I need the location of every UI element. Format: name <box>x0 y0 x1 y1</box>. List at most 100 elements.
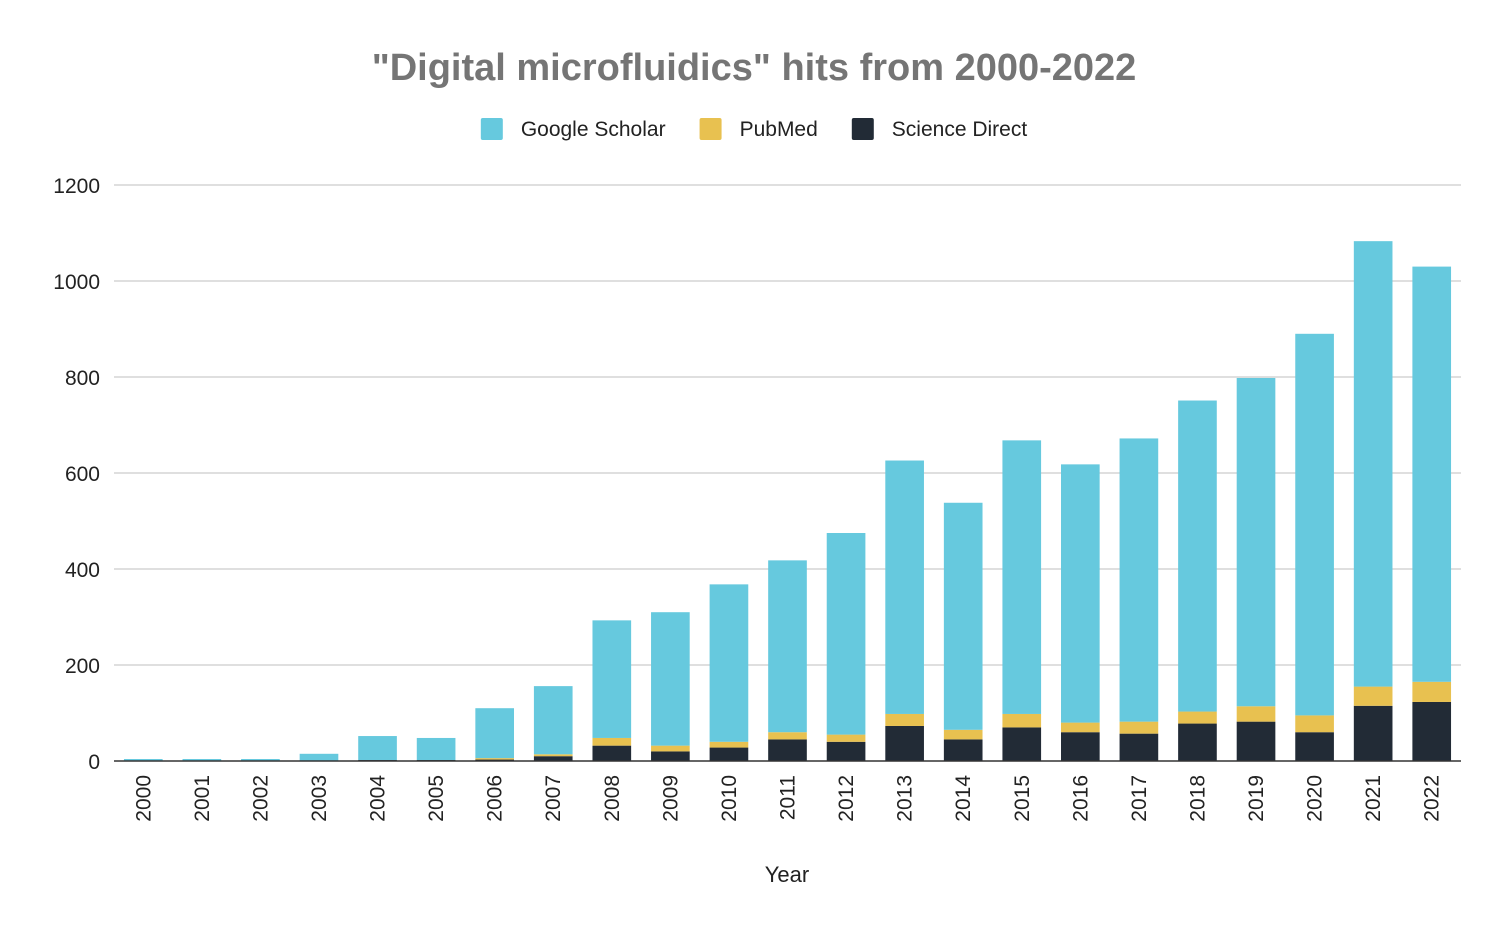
bar-science-direct-2011 <box>768 739 807 761</box>
bar-pubmed-2020 <box>1295 715 1334 733</box>
bar-stack-2004 <box>358 736 397 761</box>
x-tick-label: 2017 <box>1128 775 1151 822</box>
bar-google-scholar-2006 <box>475 708 515 759</box>
x-tick-label: 2011 <box>777 775 800 820</box>
y-tick-label: 400 <box>65 559 100 582</box>
bar-stack-2007 <box>533 686 573 761</box>
bar-pubmed-2007 <box>533 754 573 757</box>
bar-google-scholar-2017 <box>1119 438 1159 722</box>
bar-pubmed-2019 <box>1236 706 1276 722</box>
bar-science-direct-2007 <box>533 756 573 761</box>
x-axis-ticks: 2000 2001 2002 2003 2004 2005 2006 2007 2008 2009… <box>132 775 1443 822</box>
x-tick-label: 2013 <box>894 775 917 822</box>
bar-pubmed-2016 <box>1060 722 1100 733</box>
x-tick-label: 2021 <box>1362 775 1385 822</box>
legend-label: Google Scholar <box>521 118 666 141</box>
bar-science-direct-2008 <box>592 745 632 761</box>
legend-swatch <box>480 118 503 140</box>
bar-google-scholar-2014 <box>943 502 983 730</box>
bar-google-scholar-2019 <box>1236 377 1276 707</box>
bar-pubmed-2022 <box>1412 681 1452 702</box>
x-tick-label: 2005 <box>425 775 448 822</box>
x-tick-label: 2008 <box>601 775 624 822</box>
bar-stack-2003 <box>299 753 339 761</box>
x-tick-label: 2001 <box>191 775 214 822</box>
bar-pubmed-2010 <box>709 741 749 748</box>
bar-stack-2018 <box>1178 400 1217 761</box>
legend-swatch <box>851 118 874 140</box>
bar-google-scholar-2008 <box>592 620 632 738</box>
bar-google-scholar-2018 <box>1178 400 1217 712</box>
bar-pubmed-2008 <box>592 737 632 746</box>
bar-pubmed-2017 <box>1119 721 1159 734</box>
bar-google-scholar-2015 <box>1002 440 1042 714</box>
x-tick-label: 2000 <box>132 775 155 822</box>
bar-science-direct-2016 <box>1060 732 1100 761</box>
x-tick-label: 2010 <box>718 775 741 822</box>
bar-science-direct-2012 <box>826 741 866 761</box>
bar-stack-2016 <box>1060 464 1100 761</box>
bar-stack-2021 <box>1353 241 1393 761</box>
bar-google-scholar-2013 <box>885 460 924 714</box>
bar-stack-2011 <box>768 560 807 761</box>
x-tick-label: 2014 <box>952 775 975 822</box>
bar-science-direct-2009 <box>651 751 690 761</box>
bar-stack-2014 <box>943 502 983 761</box>
bar-pubmed-2018 <box>1178 711 1217 724</box>
x-tick-label: 2016 <box>1069 775 1092 822</box>
bar-google-scholar-2009 <box>651 612 690 746</box>
x-tick-label: 2015 <box>1011 775 1034 822</box>
bar-google-scholar-2010 <box>709 584 749 742</box>
legend-item-pubmed: PubMed <box>699 118 818 141</box>
bar-google-scholar-2011 <box>768 560 807 733</box>
legend: Google Scholar PubMed Science Direct <box>480 118 1028 141</box>
bar-pubmed-2011 <box>768 732 807 740</box>
y-tick-label: 1000 <box>53 271 100 294</box>
bar-stack-2010 <box>709 584 749 761</box>
x-tick-label: 2006 <box>484 775 507 822</box>
y-tick-label: 200 <box>65 655 100 678</box>
bar-stack-2008 <box>592 620 632 761</box>
y-tick-label: 1200 <box>53 175 100 198</box>
bar-science-direct-2017 <box>1119 733 1159 761</box>
legend-label: PubMed <box>740 118 818 141</box>
bar-science-direct-2013 <box>885 725 924 761</box>
bar-min-stub <box>241 759 280 761</box>
legend-swatch <box>699 118 722 140</box>
bar-science-direct-2021 <box>1353 705 1393 761</box>
bar-stack-2012 <box>826 533 866 761</box>
legend-label: Science Direct <box>892 118 1028 141</box>
legend-item-google-scholar: Google Scholar <box>480 118 666 141</box>
bar-pubmed-2015 <box>1002 713 1042 728</box>
x-tick-label: 2003 <box>308 775 331 822</box>
bar-min-stub <box>123 759 163 761</box>
bar-min-stub <box>182 759 222 761</box>
bar-science-direct-2022 <box>1412 701 1452 761</box>
y-tick-label: 0 <box>88 751 100 774</box>
bar-science-direct-2015 <box>1002 727 1042 761</box>
x-tick-label: 2019 <box>1245 775 1268 822</box>
bar-science-direct-2019 <box>1236 721 1276 761</box>
bar-stack-2006 <box>475 708 515 761</box>
x-tick-label: 2012 <box>835 775 858 822</box>
gridlines <box>114 184 1461 666</box>
x-tick-label: 2004 <box>367 775 390 822</box>
y-tick-label: 600 <box>65 463 100 486</box>
bar-pubmed-2009 <box>651 745 690 752</box>
bar-pubmed-2006 <box>475 758 515 760</box>
x-tick-label: 2022 <box>1421 775 1444 822</box>
bar-science-direct-2020 <box>1295 732 1334 761</box>
bar-stack-2005 <box>416 737 456 761</box>
bar-pubmed-2021 <box>1353 686 1393 706</box>
y-tick-label: 800 <box>65 367 100 390</box>
bar-science-direct-2018 <box>1178 723 1217 761</box>
x-axis-label: Year <box>765 862 809 887</box>
bar-pubmed-2012 <box>826 734 866 742</box>
bar-pubmed-2013 <box>885 713 924 726</box>
chart-title: "Digital microfluidics" hits from 2000-2… <box>372 47 1137 89</box>
bars <box>123 241 1452 761</box>
bar-science-direct-2014 <box>943 739 983 761</box>
bar-google-scholar-2022 <box>1412 266 1452 682</box>
